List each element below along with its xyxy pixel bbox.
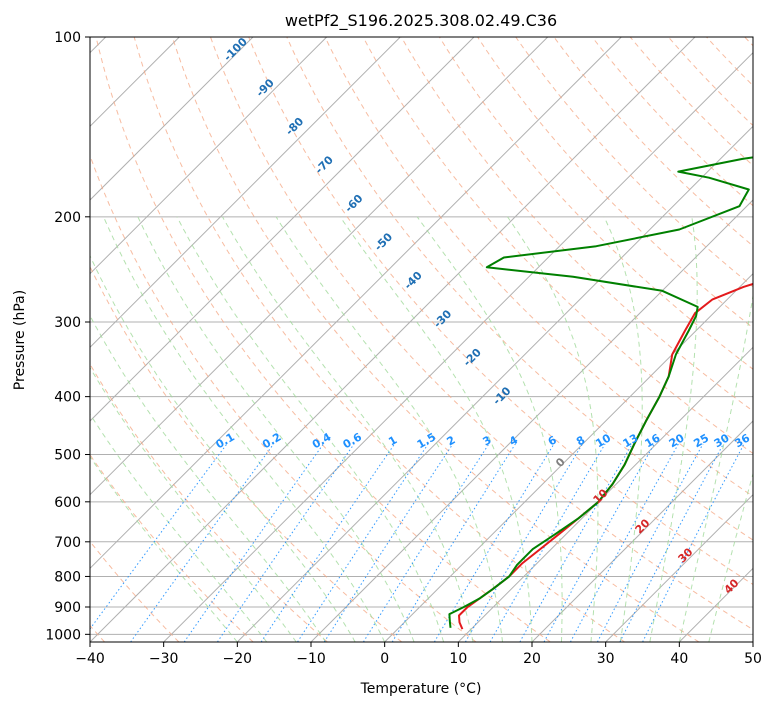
- y-tick-label: 300: [54, 315, 81, 331]
- y-tick-label: 700: [54, 535, 81, 551]
- isotherm--100: [90, 37, 254, 201]
- isotherm--20: [236, 125, 753, 642]
- mixing-ratio-line: [183, 443, 324, 642]
- dry-adiabat: [90, 540, 180, 642]
- mixing-ratio-line: [489, 443, 606, 642]
- dry-adiabat: [248, 37, 753, 586]
- dry-adiabat: [210, 37, 753, 631]
- moist-adiabat: [708, 471, 753, 642]
- isotherm-30: [605, 493, 753, 642]
- mixing-ratio-line: [216, 443, 355, 642]
- moist-adiabat: [90, 455, 238, 642]
- moist-adiabat: [678, 292, 753, 642]
- mixing-ratio-line: [260, 443, 396, 642]
- y-tick-label: 1000: [45, 627, 81, 643]
- mixing-ratio-line: [391, 443, 516, 642]
- dry-adiabat: [133, 37, 625, 642]
- x-tick-label: −40: [75, 651, 105, 667]
- x-tick-label: −20: [223, 651, 253, 667]
- x-tick-label: 40: [670, 651, 688, 667]
- moist-adiabat: [90, 254, 356, 642]
- moist-adiabat: [275, 216, 503, 642]
- plot-frame: [89, 36, 754, 643]
- mixing-ratio-line: [433, 443, 555, 642]
- x-tick-label: 20: [523, 651, 541, 667]
- isotherm--40: [90, 37, 696, 642]
- data-series: [448, 156, 753, 630]
- y-tick-label: 900: [54, 600, 81, 616]
- moist-adiabat: [137, 216, 415, 642]
- dry-adiabat: [324, 37, 753, 498]
- isotherm--30: [163, 51, 753, 642]
- moist-adiabat: [222, 216, 474, 642]
- dry-adiabat: [90, 154, 477, 642]
- y-tick-label: 200: [54, 210, 81, 226]
- moist-adiabat: [339, 216, 533, 642]
- isotherm--70: [90, 37, 475, 422]
- dry-adiabat: [515, 37, 753, 288]
- moist-adiabat: [103, 216, 386, 642]
- moist-adiabat: [649, 216, 698, 642]
- isotherm-10: [457, 346, 753, 642]
- dewpoint-profile: [448, 156, 753, 628]
- dry-adiabat: [90, 453, 254, 642]
- x-tick-label: 0: [380, 651, 389, 667]
- x-tick-label: 50: [744, 651, 762, 667]
- x-tick-label: 10: [449, 651, 467, 667]
- chart-title: wetPf2_S196.2025.308.02.49.C36: [285, 11, 557, 31]
- moist-adiabat: [90, 413, 268, 642]
- dry-adiabat: [286, 37, 753, 541]
- mixing-ratio-line: [323, 443, 454, 642]
- mixing-ratio-line: [130, 443, 275, 642]
- dry-adiabat: [90, 363, 328, 642]
- dry-adiabat: [90, 265, 403, 642]
- moist-adiabat: [416, 216, 563, 642]
- moist-adiabat: [90, 314, 327, 642]
- plot-area: [90, 37, 753, 642]
- y-tick-label: 500: [54, 448, 81, 464]
- y-axis-title: Pressure (hPa): [12, 290, 28, 390]
- isotherm--10: [310, 199, 753, 642]
- moist-adiabat: [90, 366, 297, 642]
- dry-adiabat: [95, 37, 551, 642]
- mixing-ratio-line: [464, 443, 583, 642]
- isotherm--90: [90, 37, 328, 275]
- isotherm-20: [531, 420, 753, 642]
- moist-adiabat: [603, 216, 643, 642]
- dry-adiabat: [362, 37, 753, 455]
- mixing-ratio-line: [596, 443, 704, 642]
- mixing-ratio-line: [362, 443, 490, 642]
- dry-adiabat: [171, 37, 700, 642]
- mixing-ratio-line: [519, 443, 633, 642]
- y-tick-label: 400: [54, 390, 81, 406]
- moist-adiabat: [507, 216, 599, 642]
- isotherm--60: [90, 37, 549, 496]
- y-tick-label: 600: [54, 495, 81, 511]
- x-tick-label: −30: [149, 651, 179, 667]
- mixing-ratio-line: [297, 443, 429, 642]
- isotherm--50: [90, 37, 622, 570]
- y-tick-label: 800: [54, 569, 81, 585]
- moist-adiabat: [176, 216, 445, 642]
- x-tick-label: 30: [597, 651, 615, 667]
- y-tick-label: 100: [54, 30, 81, 46]
- axes: −40 −30 −20 −10 0 10 20 30 40 50 100 200 300 400 500 60…: [45, 30, 762, 667]
- x-axis-title: Temperature (°C): [360, 681, 482, 697]
- isotherm-0: [384, 272, 753, 642]
- isotherm--80: [90, 37, 401, 349]
- x-tick-label: −10: [296, 651, 326, 667]
